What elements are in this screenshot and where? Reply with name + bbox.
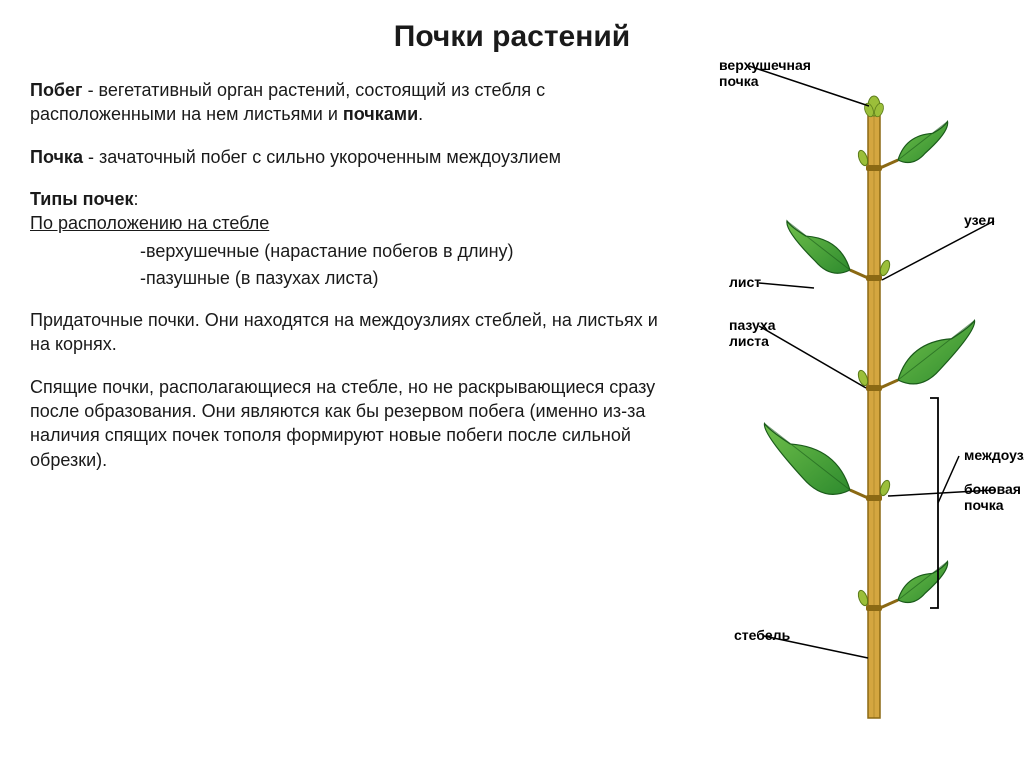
types-list: -верхушечные (нарастание побегов в длину…: [30, 239, 670, 290]
types-heading-block: Типы почек: По расположению на стебле: [30, 187, 670, 236]
text-span: - вегетативный орган растений, состоящий…: [30, 80, 545, 124]
svg-text:лист: лист: [729, 274, 761, 290]
svg-text:верхушечнаяпочка: верхушечнаяпочка: [719, 57, 811, 89]
text-span: - зачаточный побег с сильно укороченным …: [83, 147, 561, 167]
diagram-column: верхушечнаяпочкаузеллистпазухалистамеждо…: [680, 78, 994, 490]
svg-text:боковаяпочка: боковаяпочка: [964, 481, 1021, 513]
types-subheading: По расположению на стебле: [30, 213, 269, 233]
type-item-apical: -верхушечные (нарастание побегов в длину…: [140, 239, 670, 263]
term-pochkami: почками: [343, 104, 418, 124]
colon: :: [134, 189, 139, 209]
shoot-diagram: верхушечнаяпочка узел лист пазухалиста междо…: [644, 18, 1024, 738]
svg-text:узел: узел: [964, 212, 995, 228]
svg-text:стебель: стебель: [734, 627, 791, 643]
svg-text:междоузлие: междоузлие: [964, 447, 1024, 463]
text-span: .: [418, 104, 423, 124]
text-column: Побег - вегетативный орган растений, сос…: [30, 78, 670, 490]
paragraph-pobeg: Побег - вегетативный орган растений, сос…: [30, 78, 670, 127]
type-item-axillary: -пазушные (в пазухах листа): [140, 266, 670, 290]
svg-text:пазухалиста: пазухалиста: [729, 317, 776, 349]
paragraph-pochka: Почка - зачаточный побег с сильно укороч…: [30, 145, 670, 169]
paragraph-dormant: Спящие почки, располагающиеся на стебле,…: [30, 375, 670, 472]
term-pochka: Почка: [30, 147, 83, 167]
paragraph-adventitious: Придаточные почки. Они находятся на межд…: [30, 308, 670, 357]
term-pobeg: Побег: [30, 80, 83, 100]
types-heading: Типы почек: [30, 189, 134, 209]
content-wrapper: Побег - вегетативный орган растений, сос…: [30, 78, 994, 490]
